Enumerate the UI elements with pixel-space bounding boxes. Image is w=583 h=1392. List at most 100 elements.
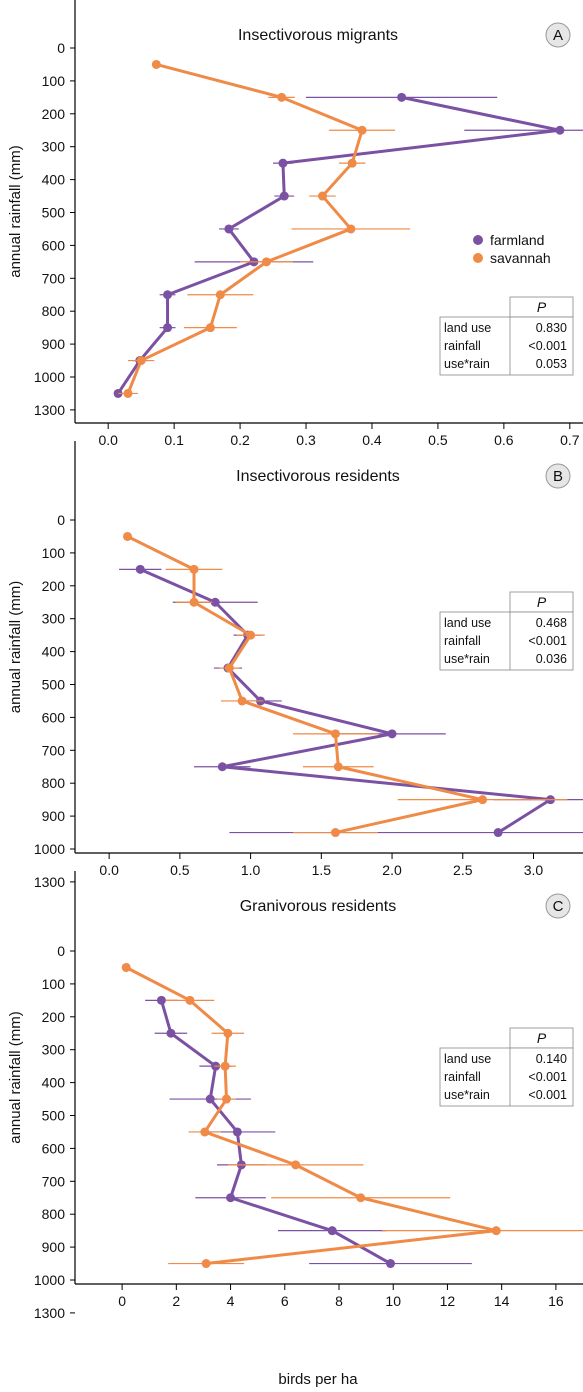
- data-point: [232, 1127, 242, 1137]
- table-row-value: <0.001: [528, 634, 567, 648]
- panel-title: Insectivorous residents: [236, 468, 400, 485]
- y-tick-label: 600: [42, 237, 66, 253]
- data-point: [136, 356, 146, 366]
- x-tick-label: 1.0: [241, 862, 261, 878]
- series-savannah: [123, 531, 568, 838]
- table-row-label: use*rain: [444, 652, 490, 666]
- y-tick-label: 700: [42, 270, 66, 286]
- data-point: [356, 1193, 366, 1203]
- data-point: [205, 323, 215, 333]
- y-tick-label: 300: [42, 139, 66, 155]
- y-tick-label: 0: [57, 943, 65, 959]
- data-point: [493, 828, 503, 838]
- data-point: [318, 191, 328, 201]
- series-savannah: [118, 59, 411, 398]
- legend: farmland savannah: [473, 232, 551, 266]
- table-row-value: 0.468: [536, 616, 567, 630]
- y-tick-label: 700: [42, 1173, 66, 1189]
- data-point: [224, 224, 234, 234]
- data-point: [261, 257, 271, 267]
- x-tick-label: 2: [172, 1293, 180, 1309]
- legend-label: farmland: [490, 232, 544, 248]
- y-axis-label: annual rainfall (mm): [7, 145, 24, 278]
- panel-letter-badge: [545, 463, 571, 489]
- data-point: [397, 92, 407, 102]
- table-row-label: rainfall: [444, 634, 481, 648]
- data-point: [346, 224, 356, 234]
- y-tick-label: 1300: [34, 1305, 65, 1321]
- y-tick-label: 900: [42, 808, 66, 824]
- table-row-label: land use: [444, 616, 491, 630]
- x-tick-label: 0.2: [230, 432, 250, 448]
- y-tick-label: 1000: [34, 841, 65, 857]
- panel-letter-badge: [545, 22, 571, 48]
- panel-title: Granivorous residents: [240, 898, 397, 915]
- y-axis-label: annual rainfall (mm): [7, 581, 24, 714]
- x-tick-label: 2.0: [382, 862, 402, 878]
- panel-title: Insectivorous migrants: [238, 27, 398, 44]
- series-line: [125, 966, 498, 1266]
- y-tick-label: 200: [42, 106, 66, 122]
- y-tick-label: 900: [42, 1239, 66, 1255]
- data-point: [223, 1028, 233, 1038]
- x-tick-label: 0.5: [170, 862, 190, 878]
- data-point: [357, 125, 367, 135]
- y-tick-label: 1300: [34, 874, 65, 890]
- table-row-value: <0.001: [528, 1088, 567, 1102]
- x-axis-label: birds per ha: [278, 1371, 358, 1388]
- y-tick-label: 300: [42, 611, 66, 627]
- x-tick-label: 14: [494, 1293, 510, 1309]
- x-tick-label: 0.0: [99, 862, 119, 878]
- y-tick-label: 0: [57, 512, 65, 528]
- data-point: [277, 92, 287, 102]
- data-point: [387, 729, 397, 739]
- x-tick-label: 1.5: [312, 862, 332, 878]
- x-tick-label: 0: [118, 1293, 126, 1309]
- data-point: [163, 290, 173, 300]
- data-point: [200, 1127, 210, 1137]
- table-body: [439, 611, 574, 671]
- y-tick-label: 100: [42, 545, 66, 561]
- table-header: P: [537, 299, 547, 315]
- y-tick-label: 100: [42, 73, 66, 89]
- x-tick-label: 0.5: [428, 432, 448, 448]
- data-point: [123, 388, 133, 398]
- y-tick-label: 200: [42, 578, 66, 594]
- x-tick-label: 8: [335, 1293, 343, 1309]
- data-point: [555, 125, 565, 135]
- x-tick-label: 0.3: [296, 432, 316, 448]
- y-tick-label: 600: [42, 1140, 66, 1156]
- data-point: [278, 158, 288, 168]
- panel-b: 0 100 200 300 400 500 600 700 800 900 1000 1300 annu…: [7, 441, 583, 890]
- y-tick-label: 1300: [34, 402, 65, 418]
- panel-letter: C: [553, 898, 564, 915]
- y-tick-label: 500: [42, 1108, 66, 1124]
- y-tick-label: 700: [42, 742, 66, 758]
- y-tick-label: 500: [42, 677, 66, 693]
- table-row-label: use*rain: [444, 1088, 490, 1102]
- data-point: [163, 323, 173, 333]
- data-point: [189, 597, 199, 607]
- panel-letter-badge: [545, 893, 571, 919]
- y-tick-label: 300: [42, 1042, 66, 1058]
- x-tick-label: 10: [385, 1293, 401, 1309]
- data-point: [210, 597, 220, 607]
- data-point: [189, 564, 199, 574]
- data-point: [215, 290, 225, 300]
- table-row-value: <0.001: [528, 339, 567, 353]
- data-point: [330, 828, 340, 838]
- data-point: [237, 696, 247, 706]
- data-point: [135, 564, 145, 574]
- y-tick-label: 100: [42, 976, 66, 992]
- data-point: [201, 1259, 211, 1269]
- table-header: P: [537, 594, 547, 610]
- legend-label: savannah: [490, 250, 551, 266]
- y-tick-label: 800: [42, 775, 66, 791]
- data-point: [386, 1259, 396, 1269]
- table-header: P: [537, 1030, 547, 1046]
- y-tick-label: 900: [42, 336, 66, 352]
- data-point: [224, 663, 234, 673]
- series-line: [116, 95, 562, 395]
- x-tick-label: 0.7: [560, 432, 580, 448]
